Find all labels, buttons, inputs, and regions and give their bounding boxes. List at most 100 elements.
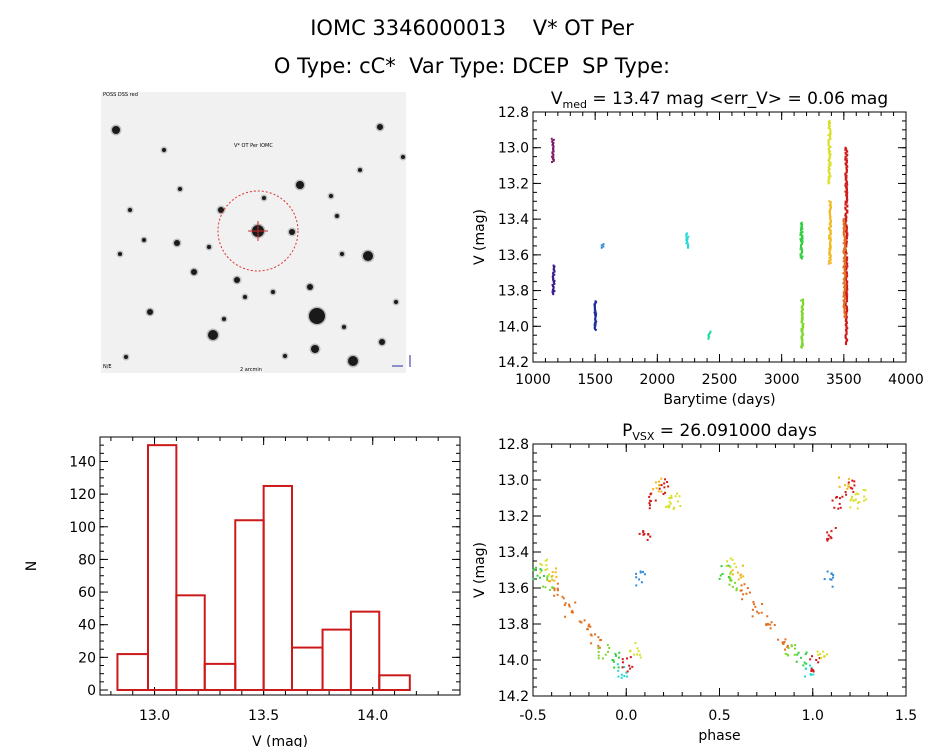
phased-point — [553, 594, 556, 597]
phased-point — [823, 655, 826, 658]
histogram-ytick-label: 120 — [69, 487, 96, 503]
lightcurve-point — [842, 218, 845, 221]
lightcurve-point — [594, 313, 597, 316]
lightcurve-point — [827, 262, 830, 265]
lightcurve-point — [828, 173, 831, 176]
histogram-bar — [175, 594, 206, 692]
lightcurve-point — [801, 316, 804, 319]
lightcurve-point — [828, 168, 831, 171]
lightcurve-point — [843, 309, 846, 312]
lightcurve-point — [552, 153, 555, 156]
lightcurve-point — [829, 146, 832, 149]
lightcurve-point — [843, 312, 846, 315]
star — [174, 240, 180, 246]
phased-point — [854, 493, 857, 496]
lightcurve-point — [845, 171, 848, 174]
phased-point — [784, 638, 787, 641]
lightcurve-point — [828, 136, 831, 139]
phased-point — [608, 646, 611, 649]
phased-point — [553, 589, 556, 592]
lightcurve-point — [828, 204, 831, 207]
phased-point — [844, 484, 847, 487]
phased-point — [809, 664, 812, 667]
phased-point — [669, 497, 672, 500]
lightcurve-point — [828, 259, 831, 262]
phased-plot: PVSX = 26.091000 days -0.5 0.0 0.5 1.0 1.5 12.… — [472, 421, 917, 744]
star — [296, 181, 304, 189]
lightcurve-point — [844, 208, 847, 211]
lightcurve-point — [552, 286, 555, 288]
lightcurve-point — [844, 253, 847, 256]
lightcurve-point — [827, 147, 830, 150]
lightcurve-point — [687, 235, 690, 238]
lightcurve-point — [846, 181, 849, 184]
lightcurve-point — [827, 123, 830, 126]
phased-point — [826, 538, 829, 541]
lightcurve-point — [827, 139, 830, 142]
phased-point — [636, 653, 639, 656]
lightcurve-point — [828, 256, 831, 259]
lightcurve-point — [844, 200, 847, 203]
lightcurve-point — [595, 320, 598, 323]
lightcurve-point — [844, 152, 847, 155]
phased-point — [618, 651, 621, 654]
phased-xtick-label: -0.5 — [519, 708, 546, 724]
lightcurve-point — [827, 159, 830, 162]
lightcurve-point — [551, 291, 554, 294]
phased-point — [580, 621, 583, 624]
lightcurve-point — [829, 224, 832, 227]
phased-point — [658, 487, 661, 490]
phased-point — [853, 484, 856, 487]
lightcurve-point — [553, 281, 556, 284]
phased-ytick-label: 14.2 — [498, 689, 529, 705]
phased-point — [786, 644, 789, 647]
phased-point — [745, 592, 748, 595]
lightcurve-point — [801, 342, 804, 345]
phased-point — [597, 657, 600, 660]
phased-point — [741, 564, 744, 567]
phased-point — [769, 627, 772, 630]
lightcurve-point — [827, 126, 830, 129]
lightcurve-point — [600, 244, 603, 247]
lightcurve-point — [843, 262, 846, 265]
phased-point — [539, 571, 542, 574]
phased-point — [571, 609, 574, 612]
lightcurve-point — [844, 158, 847, 161]
phased-point — [571, 611, 574, 614]
lightcurve-point — [842, 295, 845, 298]
lightcurve-point — [842, 251, 845, 254]
lightcurve-ytick-label: 13.0 — [498, 141, 529, 157]
lightcurve-point — [799, 240, 802, 243]
lightcurve-point — [843, 252, 846, 255]
phased-point — [746, 587, 749, 590]
lightcurve-point — [843, 222, 846, 225]
phased-point — [642, 570, 645, 573]
phased-point — [556, 589, 559, 592]
star — [307, 284, 313, 290]
lightcurve-point — [828, 210, 831, 213]
lightcurve-point — [594, 328, 597, 331]
phased-point — [849, 506, 852, 509]
lightcurve-point — [593, 303, 596, 306]
star — [222, 317, 226, 321]
lightcurve-point — [553, 273, 556, 276]
lightcurve-point — [801, 234, 804, 237]
phased-point — [544, 568, 547, 571]
star — [379, 339, 385, 345]
lightcurve-point — [842, 219, 845, 222]
phased-point — [638, 532, 641, 535]
phased-ytick-label: 13.6 — [498, 581, 529, 597]
lightcurve-point — [845, 252, 848, 255]
phased-point — [834, 526, 837, 529]
phased-point — [590, 642, 593, 645]
phased-point — [545, 558, 548, 561]
lightcurve-point — [707, 337, 710, 340]
lightcurve-point — [828, 157, 831, 160]
phased-point — [847, 481, 850, 484]
lightcurve-point — [553, 270, 556, 273]
histogram-bar — [234, 519, 265, 692]
histogram-bar — [291, 646, 324, 691]
lightcurve-point — [829, 156, 832, 159]
lightcurve-point — [842, 282, 845, 285]
